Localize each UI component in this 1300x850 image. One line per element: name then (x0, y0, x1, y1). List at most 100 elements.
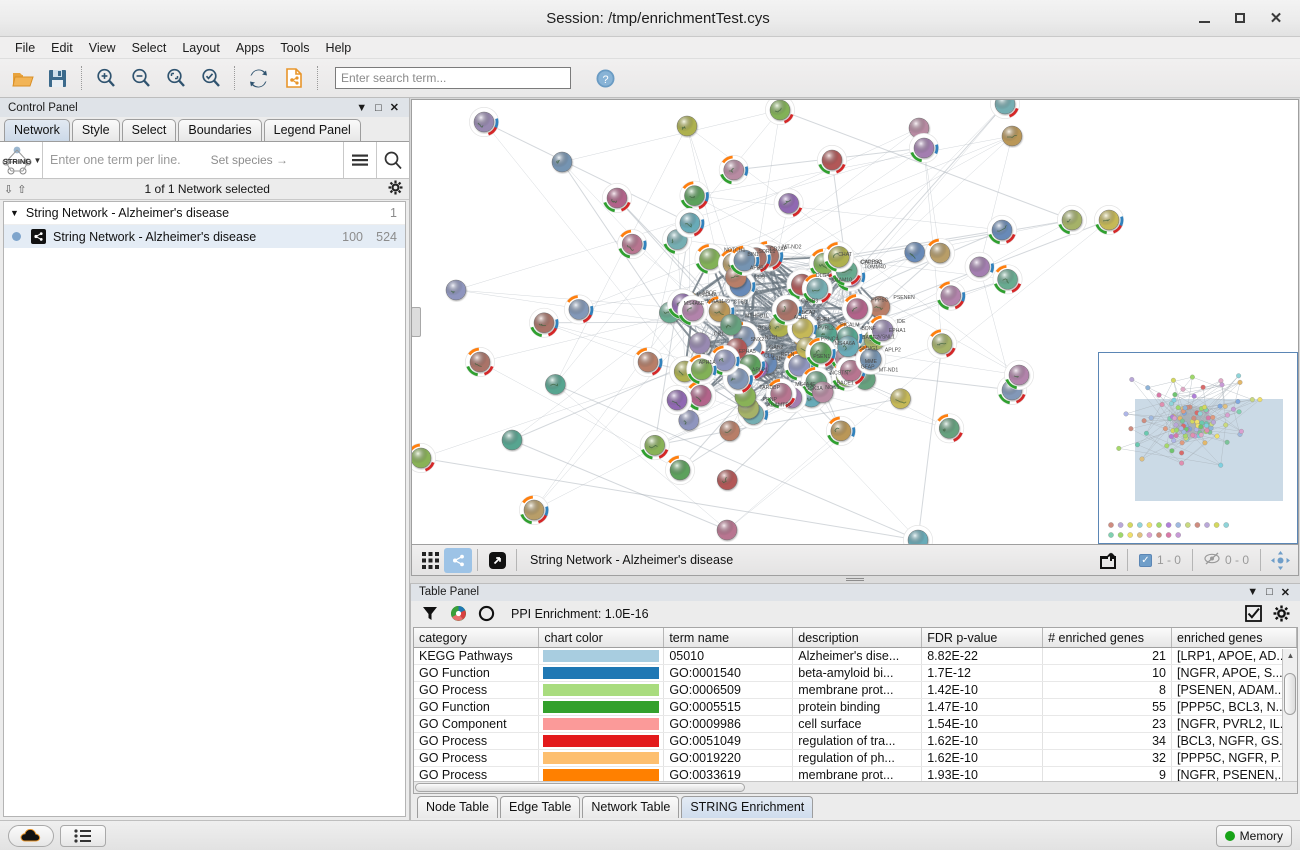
network-node[interactable] (987, 215, 1017, 245)
expand-all-icon[interactable]: ⇧ (17, 183, 27, 196)
network-node[interactable] (909, 133, 939, 163)
network-node[interactable] (890, 388, 911, 409)
share-network-icon[interactable] (444, 547, 472, 573)
network-node[interactable] (676, 115, 698, 137)
network-node[interactable] (835, 355, 867, 387)
zoom-out-icon[interactable] (124, 63, 157, 94)
network-node[interactable] (904, 241, 925, 263)
column-header-category[interactable]: category (414, 627, 540, 649)
table-row[interactable]: GO Process GO:0051049 regulation of tra...… (414, 732, 1297, 751)
control-panel-dropdown-icon[interactable]: ▼ (356, 101, 368, 114)
chevron-down-icon[interactable]: ▼ (10, 208, 19, 218)
zoom-selected-icon[interactable] (194, 63, 227, 94)
tab-node-table[interactable]: Node Table (417, 795, 499, 818)
gear-icon[interactable] (388, 180, 403, 198)
birds-eye-view[interactable] (1098, 352, 1298, 544)
chevron-down-icon[interactable]: ▼ (33, 155, 42, 165)
network-node[interactable] (617, 229, 648, 260)
external-link-icon[interactable] (483, 548, 511, 573)
table-row[interactable]: GO Process GO:0019220 regulation of ph... 1… (414, 749, 1297, 768)
network-node[interactable] (805, 337, 837, 369)
menu-file[interactable]: File (15, 40, 36, 55)
network-node[interactable] (465, 347, 495, 377)
zoom-fit-icon[interactable] (159, 63, 192, 94)
tab-edge-table[interactable]: Edge Table (500, 795, 581, 818)
network-list-item[interactable]: String Network - Alzheimer's disease 100… (4, 225, 405, 248)
table-row[interactable]: KEGG Pathways 05010 Alzheimer's dise... 8.8… (414, 647, 1297, 666)
zoom-in-icon[interactable] (89, 63, 122, 94)
network-node[interactable] (694, 243, 726, 275)
column-header-enriched-count[interactable]: # enriched genes (1042, 627, 1172, 649)
menu-view[interactable]: View (88, 40, 116, 55)
network-node[interactable] (719, 420, 740, 442)
network-node[interactable] (545, 374, 566, 395)
network-node[interactable] (563, 294, 594, 325)
network-node[interactable] (679, 180, 710, 211)
network-node[interactable] (686, 353, 718, 385)
network-node[interactable] (639, 430, 670, 461)
network-node[interactable] (1001, 125, 1023, 147)
tab-style[interactable]: Style (71, 119, 120, 141)
list-icon[interactable] (60, 824, 106, 847)
collapse-all-icon[interactable]: ⇩ (4, 183, 14, 196)
control-panel-close-icon[interactable]: ✕ (389, 102, 399, 114)
network-node[interactable] (990, 100, 1020, 119)
column-header-chart-color[interactable]: chart color (538, 627, 665, 649)
network-node[interactable] (825, 415, 856, 446)
network-node[interactable] (837, 335, 859, 358)
network-node[interactable] (964, 251, 995, 282)
share-network-icon[interactable] (277, 63, 310, 94)
column-header-fdr-pvalue[interactable]: FDR p-value (921, 627, 1044, 649)
pie-chart-icon[interactable] (447, 603, 469, 625)
table-row[interactable]: GO Component GO:0009986 cell surface 1.54E-… (414, 715, 1297, 734)
hamburger-icon[interactable] (343, 142, 376, 178)
network-node[interactable] (551, 151, 573, 173)
export-icon[interactable] (1094, 548, 1122, 573)
network-node[interactable] (529, 307, 559, 338)
network-node[interactable] (841, 293, 873, 325)
table-row[interactable]: GO Function GO:0001540 beta-amyloid bi... 1… (414, 664, 1297, 683)
network-node[interactable] (718, 155, 749, 185)
tab-select[interactable]: Select (121, 119, 177, 141)
network-node[interactable] (677, 295, 709, 326)
grid-icon[interactable] (416, 548, 444, 573)
network-node[interactable] (1004, 360, 1034, 390)
network-node[interactable] (817, 145, 847, 175)
menu-layout[interactable]: Layout (182, 40, 220, 55)
network-node[interactable] (633, 347, 663, 377)
network-group-row[interactable]: ▼ String Network - Alzheimer's disease 1 (4, 202, 405, 225)
table-panel-dropdown-icon[interactable]: ▼ (1247, 586, 1259, 599)
network-node[interactable] (765, 378, 797, 410)
network-node[interactable] (445, 279, 467, 301)
network-node[interactable] (773, 188, 804, 219)
menu-apps[interactable]: Apps (235, 40, 265, 55)
tab-boundaries[interactable]: Boundaries (178, 119, 262, 141)
network-node[interactable] (823, 241, 855, 273)
scroll-thumb[interactable] (1284, 672, 1296, 715)
network-node[interactable] (765, 100, 795, 125)
scroll-up-arrow[interactable]: ▲ (1286, 650, 1295, 660)
network-node[interactable] (720, 314, 742, 336)
network-node[interactable] (501, 429, 523, 451)
network-node[interactable] (665, 455, 695, 485)
network-node[interactable] (811, 381, 834, 403)
tab-legend-panel[interactable]: Legend Panel (263, 119, 361, 141)
menu-tools[interactable]: Tools (280, 40, 310, 55)
set-species-link[interactable]: Set species → (210, 153, 288, 167)
help-icon[interactable]: ? (589, 63, 622, 94)
network-node[interactable] (908, 117, 930, 139)
network-node[interactable] (1094, 205, 1124, 235)
menu-select[interactable]: Select (131, 40, 167, 55)
scroll-thumb-horizontal[interactable] (415, 782, 745, 792)
search-input[interactable]: Enter search term... (335, 67, 571, 89)
filter-icon[interactable] (419, 603, 441, 625)
table-panel-close-icon[interactable]: ✕ (1280, 586, 1290, 599)
column-header-description[interactable]: description (792, 627, 923, 649)
network-node[interactable] (771, 294, 803, 326)
network-node[interactable] (801, 273, 833, 305)
network-node[interactable] (935, 280, 966, 311)
network-node[interactable] (934, 413, 965, 444)
minimize-button[interactable] (1186, 4, 1222, 32)
table-row[interactable]: GO Function GO:0005515 protein binding 1.47… (414, 698, 1297, 717)
table-row[interactable]: GO Process GO:0006509 membrane prot... 1.42… (414, 681, 1297, 700)
